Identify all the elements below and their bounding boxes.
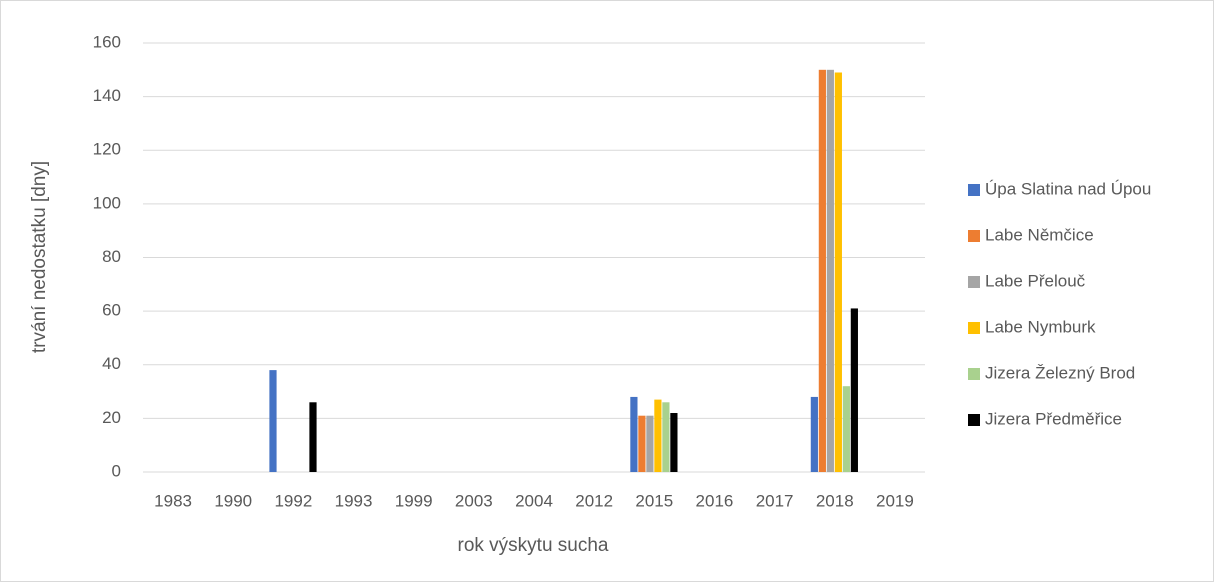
bar xyxy=(646,415,654,472)
bar xyxy=(638,415,646,472)
x-tick-label: 1990 xyxy=(214,491,252,510)
legend-label: Jizera Předměřice xyxy=(985,409,1122,428)
x-tick-label: 2018 xyxy=(816,491,854,510)
legend-swatch xyxy=(968,230,980,242)
x-tick-label: 2016 xyxy=(696,491,734,510)
bar xyxy=(670,413,678,472)
legend-swatch xyxy=(968,276,980,288)
legend-swatch xyxy=(968,368,980,380)
legend-swatch xyxy=(968,322,980,334)
bar xyxy=(834,72,842,473)
bar xyxy=(826,69,834,472)
x-tick-label: 2017 xyxy=(756,491,794,510)
y-tick-label: 40 xyxy=(102,354,121,373)
legend-label: Labe Němčice xyxy=(985,225,1094,244)
y-tick-label: 120 xyxy=(93,140,121,159)
x-tick-label: 2019 xyxy=(876,491,914,510)
x-axis-title: rok výskytu sucha xyxy=(458,535,609,556)
bar xyxy=(810,396,818,472)
x-tick-label: 1999 xyxy=(395,491,433,510)
x-tick-label: 2015 xyxy=(635,491,673,510)
legend-swatch xyxy=(968,414,980,426)
bar xyxy=(269,370,277,472)
x-tick-label: 1992 xyxy=(274,491,312,510)
legend-swatch xyxy=(968,184,980,196)
y-tick-label: 0 xyxy=(112,461,121,480)
y-tick-label: 160 xyxy=(93,32,121,51)
y-tick-label: 140 xyxy=(93,86,121,105)
y-tick-label: 60 xyxy=(102,301,121,320)
bar xyxy=(842,386,850,472)
y-tick-label: 100 xyxy=(93,193,121,212)
y-tick-label: 20 xyxy=(102,408,121,427)
x-tick-label: 1993 xyxy=(335,491,373,510)
y-axis-title: trvání nedostatku [dny] xyxy=(29,161,50,353)
y-tick-label: 80 xyxy=(102,247,121,266)
legend-label: Labe Přelouč xyxy=(985,271,1086,290)
x-tick-label: 2012 xyxy=(575,491,613,510)
legend-label: Labe Nymburk xyxy=(985,317,1096,336)
legend-label: Úpa Slatina nad Úpou xyxy=(985,179,1151,198)
bar xyxy=(850,308,858,472)
bar xyxy=(630,396,638,472)
bar xyxy=(309,402,317,472)
legend-label: Jizera Železný Brod xyxy=(985,363,1135,382)
x-tick-label: 2004 xyxy=(515,491,553,510)
bar xyxy=(654,399,662,472)
bar xyxy=(818,69,826,472)
x-tick-label: 2003 xyxy=(455,491,493,510)
x-tick-label: 1983 xyxy=(154,491,192,510)
bar xyxy=(662,402,670,472)
